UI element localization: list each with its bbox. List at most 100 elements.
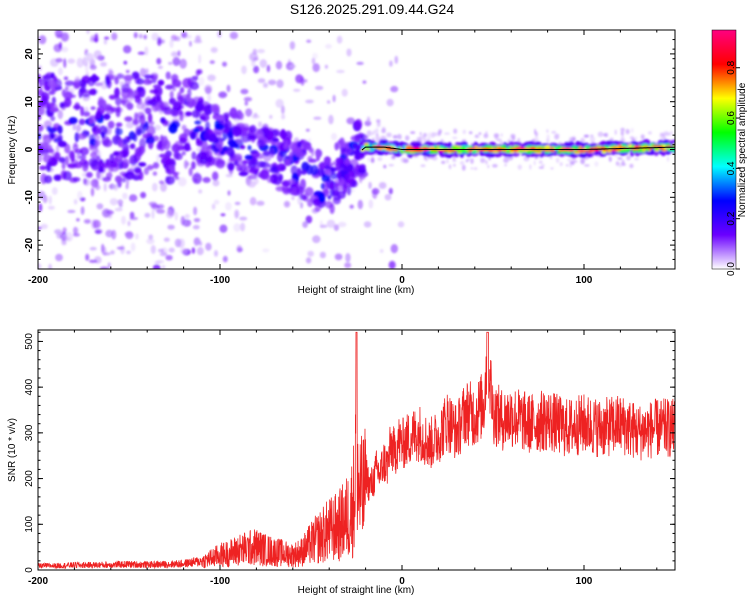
spectrogram-x-ticks: -200 -100 0 100 xyxy=(28,30,658,286)
heatmap-cell xyxy=(293,88,301,92)
heatmap-cell xyxy=(281,113,286,120)
heatmap-cell xyxy=(192,225,200,230)
heatmap-cell xyxy=(94,134,101,140)
heatmap-cell xyxy=(580,158,585,165)
heatmap-cell xyxy=(329,173,339,180)
heatmap-cell xyxy=(57,109,63,120)
heatmap-cell xyxy=(167,224,175,230)
heatmap-cell xyxy=(113,184,119,191)
heatmap-cell xyxy=(453,163,456,167)
heatmap-cell xyxy=(306,145,312,151)
y-tick-label: 20 xyxy=(24,48,35,60)
heatmap-cell xyxy=(124,171,135,180)
heatmap-cell xyxy=(487,164,490,169)
heatmap-cell xyxy=(287,58,291,67)
heatmap-cell xyxy=(127,220,131,227)
heatmap-cell xyxy=(161,265,166,269)
heatmap-cell xyxy=(88,157,98,168)
heatmap-cell xyxy=(227,162,235,171)
heatmap-cell xyxy=(64,80,75,87)
heatmap-cell xyxy=(373,142,378,146)
heatmap-cell xyxy=(546,129,549,133)
heatmap-cell xyxy=(189,81,200,90)
heatmap-cell xyxy=(130,242,136,252)
heatmap-cell xyxy=(215,114,225,121)
heatmap-cell xyxy=(64,86,69,92)
heatmap-cell xyxy=(129,216,139,221)
heatmap-cell xyxy=(89,64,97,70)
heatmap-cell xyxy=(83,111,91,117)
heatmap-cell xyxy=(183,159,188,169)
heatmap-cell xyxy=(133,32,138,39)
heatmap-cell xyxy=(204,131,211,141)
heatmap-cell xyxy=(157,65,163,70)
heatmap-cell xyxy=(538,166,545,169)
colorbar-tick-label: 0.0 xyxy=(726,262,737,276)
heatmap-cell xyxy=(41,100,50,109)
heatmap-cell xyxy=(419,131,422,136)
heatmap-cell xyxy=(101,243,105,254)
heatmap-cell xyxy=(93,50,102,60)
heatmap-cell xyxy=(103,182,107,192)
heatmap-cell xyxy=(95,111,101,120)
heatmap-cell xyxy=(511,136,516,141)
heatmap-cell xyxy=(76,218,80,222)
heatmap-cell xyxy=(58,157,66,163)
heatmap-cell xyxy=(105,75,111,86)
heatmap-cell xyxy=(148,99,158,106)
heatmap-cell xyxy=(240,163,247,169)
heatmap-cell xyxy=(129,143,136,150)
heatmap-cell xyxy=(584,164,590,167)
heatmap-cell xyxy=(349,204,354,209)
heatmap-cell xyxy=(68,117,78,125)
heatmap-cell xyxy=(609,149,618,152)
colorbar-tick-label: 0.8 xyxy=(726,60,737,74)
heatmap-cell xyxy=(151,209,155,219)
heatmap-cell xyxy=(241,65,247,75)
heatmap-cell xyxy=(185,111,193,117)
heatmap-cell xyxy=(195,69,200,77)
spectrogram-x-label: Height of straight line (km) xyxy=(298,285,415,296)
heatmap-cell xyxy=(129,154,138,166)
heatmap-cell xyxy=(304,79,308,83)
heatmap-cell xyxy=(569,136,574,141)
y-tick-label: 100 xyxy=(24,516,35,533)
heatmap-cell xyxy=(621,134,624,141)
heatmap-cell xyxy=(188,167,193,177)
heatmap-cell xyxy=(283,200,291,208)
heatmap-cell xyxy=(57,67,63,76)
heatmap-cell xyxy=(199,112,210,122)
heatmap-cell xyxy=(283,143,288,150)
heatmap-cell xyxy=(196,247,204,256)
heatmap-cell xyxy=(243,97,252,102)
heatmap-cell xyxy=(180,215,186,226)
heatmap-cell xyxy=(573,146,580,149)
heatmap-cell xyxy=(474,134,480,139)
heatmap-cell xyxy=(144,46,149,56)
heatmap-cell xyxy=(191,247,196,254)
heatmap-cell xyxy=(86,171,93,178)
heatmap-cell xyxy=(40,223,48,230)
heatmap-cell xyxy=(242,126,251,137)
heatmap-cell xyxy=(182,77,192,89)
heatmap-cell xyxy=(98,125,108,136)
heatmap-cell xyxy=(386,132,392,138)
heatmap-cell xyxy=(63,76,69,81)
heatmap-cell xyxy=(186,93,191,102)
heatmap-cell xyxy=(161,101,169,107)
heatmap-cell xyxy=(128,194,138,202)
heatmap-cell xyxy=(573,160,578,163)
x-tick-label: -100 xyxy=(210,275,230,286)
heatmap-cell xyxy=(262,127,270,138)
heatmap-cell xyxy=(160,182,167,192)
heatmap-cell xyxy=(171,143,180,153)
heatmap-cell xyxy=(146,238,155,245)
heatmap-cell xyxy=(326,219,336,228)
heatmap-cell xyxy=(199,241,203,247)
heatmap-cell xyxy=(413,155,419,158)
heatmap-cell xyxy=(284,158,291,167)
heatmap-cell xyxy=(215,158,226,169)
heatmap-cell xyxy=(493,133,500,138)
heatmap-cell xyxy=(143,167,149,176)
heatmap-cell xyxy=(64,97,72,108)
